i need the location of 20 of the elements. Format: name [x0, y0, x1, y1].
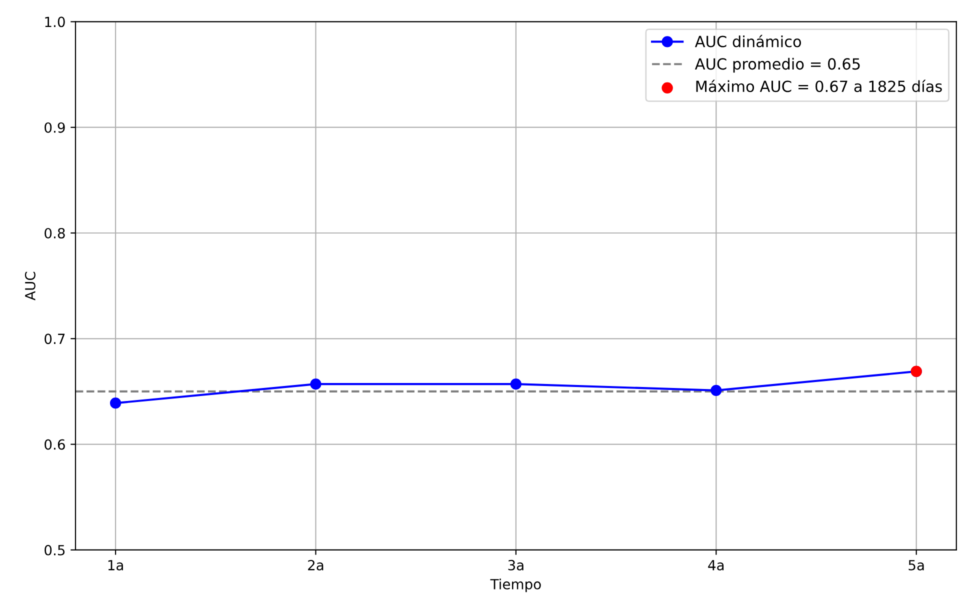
x-tick-label: 3a [508, 560, 524, 570]
point [310, 378, 322, 390]
legend-label: AUC dinámico [694, 34, 801, 48]
y-tick-label: 0.5 [44, 544, 65, 556]
point [710, 384, 722, 396]
y-tick-label: 0.7 [44, 334, 65, 344]
x-tick-label: 5a [908, 560, 924, 570]
legend-label: Máximo AUC = 0.67 a 1825 días [696, 80, 942, 92]
y-tick-label: 0.9 [44, 122, 65, 133]
y-tick-label: 0.8 [44, 228, 65, 238]
y-axis-title: AUC [24, 272, 36, 300]
x-axis-title: Tiempo [490, 578, 541, 592]
y-tick-label: 1.0 [45, 16, 65, 28]
point [510, 378, 522, 390]
legend-label: AUC promedio = 0.65 [694, 58, 860, 73]
point [110, 398, 122, 409]
x-tick-label: 2a [308, 560, 324, 570]
y-tick-label: 0.6 [44, 439, 65, 450]
x-tick-label: 4a [708, 560, 724, 570]
x-tick-label: 1a [108, 560, 123, 570]
